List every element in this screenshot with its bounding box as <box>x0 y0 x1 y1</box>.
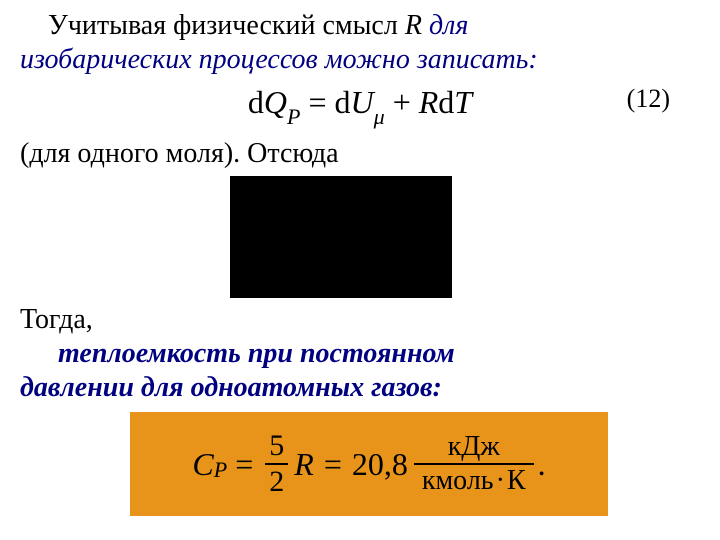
intro-text-1: Учитывая физический смысл <box>48 10 405 41</box>
equation-12: dQP = dUμ + RdT <box>248 84 472 126</box>
formula-highlight-box: CP = 5 2 R = 20,8 кДж кмоль·К . <box>130 412 608 516</box>
text-line-6: давлении для одноатомных газов: <box>20 372 700 404</box>
cp-formula: CP = 5 2 R = 20,8 кДж кмоль·К . <box>192 431 545 497</box>
fraction-units: кДж кмоль·К <box>414 433 534 495</box>
redacted-formula-box <box>230 176 452 298</box>
equation-number: (12) <box>627 84 670 114</box>
text-line-3: (для одного моля). Отсюда <box>20 138 700 170</box>
fraction-5-2: 5 2 <box>265 431 288 497</box>
text-line-5: теплоемкость при постоянном <box>20 338 700 370</box>
intro-r-variable: R <box>405 10 422 41</box>
equation-row: (12) dQP = dUμ + RdT <box>20 82 700 128</box>
slide-content: Учитывая физический смысл R для изобарич… <box>0 0 720 526</box>
intro-line-2: изобарических процессов можно записать: <box>20 44 700 76</box>
text-line-4: Тогда, <box>20 304 700 336</box>
intro-text-2: для <box>422 10 468 41</box>
intro-line-1: Учитывая физический смысл R для <box>20 10 700 42</box>
